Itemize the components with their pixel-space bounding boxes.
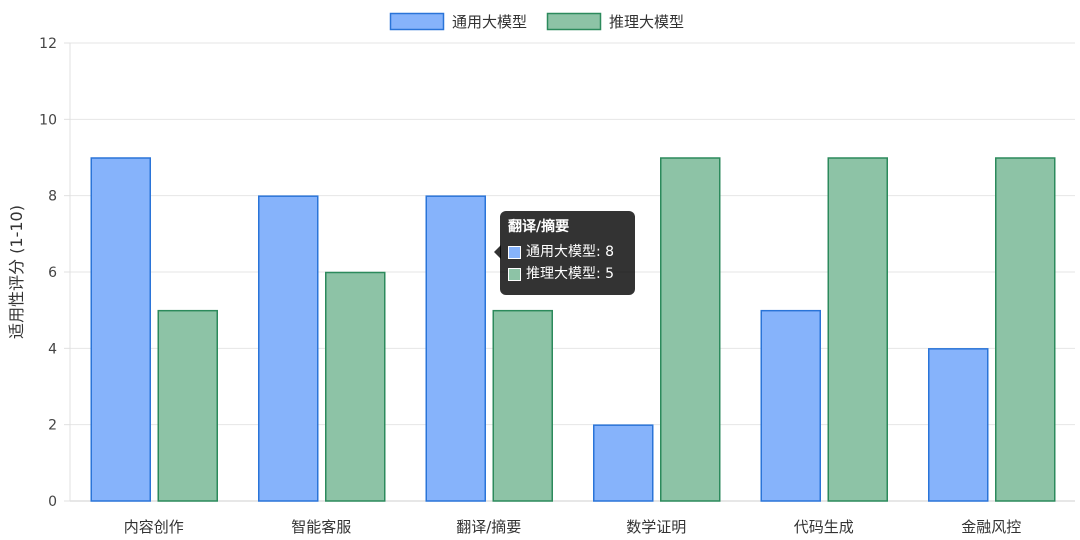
bar-reasoning-2[interactable] xyxy=(492,309,553,502)
x-tick-label: 内容创作 xyxy=(124,518,184,536)
y-tick-label: 8 xyxy=(48,189,57,205)
x-tick-label: 智能客服 xyxy=(291,518,351,536)
tooltip-title: 翻译/摘要 xyxy=(508,219,570,235)
bar-general-4[interactable] xyxy=(760,309,821,502)
x-tick-label: 代码生成 xyxy=(794,518,854,536)
tooltip-row-reasoning: 推理大模型: 5 xyxy=(508,263,627,285)
bar-reasoning-0[interactable] xyxy=(157,309,218,502)
tooltip-swatch-general xyxy=(508,245,521,259)
legend-swatch xyxy=(389,12,445,31)
tooltip-row-general: 通用大模型: 8 xyxy=(508,241,627,263)
x-tick-label: 数学证明 xyxy=(626,518,686,536)
y-tick-label: 10 xyxy=(39,112,57,128)
x-tick-label: 翻译/摘要 xyxy=(456,518,521,536)
y-tick-label: 2 xyxy=(48,418,57,434)
legend-label: 通用大模型 xyxy=(452,13,527,31)
x-axis: 内容创作 智能客服 翻译/摘要 数学证明 代码生成 金融风控 xyxy=(124,518,1022,536)
bar-general-5[interactable] xyxy=(928,348,989,502)
legend-label: 推理大模型 xyxy=(609,13,684,31)
x-tick-label: 金融风控 xyxy=(961,518,1021,536)
legend-swatch xyxy=(546,12,602,31)
bar-general-1[interactable] xyxy=(258,195,319,502)
tooltip-swatch-reasoning xyxy=(508,267,521,281)
bar-general-2[interactable] xyxy=(425,195,486,502)
tooltip-text-general: 通用大模型: 8 xyxy=(526,244,615,260)
bar-general-3[interactable] xyxy=(593,424,654,502)
legend-item-reasoning[interactable]: 推理大模型 xyxy=(546,12,685,31)
y-tick-label: 4 xyxy=(48,341,57,357)
y-tick-label: 0 xyxy=(48,494,57,510)
legend-item-general[interactable]: 通用大模型 xyxy=(389,12,528,31)
legend[interactable]: 通用大模型 推理大模型 xyxy=(389,12,685,31)
y-axis: 0 2 4 6 8 10 12 xyxy=(39,36,57,510)
bar-reasoning-3[interactable] xyxy=(660,157,721,502)
grid xyxy=(64,42,1075,502)
tooltip-caret xyxy=(494,245,501,259)
tooltip-text-reasoning: 推理大模型: 5 xyxy=(526,266,615,282)
tooltip: 翻译/摘要 通用大模型: 8 推理大模型: 5 xyxy=(500,211,635,295)
bar-reasoning-4[interactable] xyxy=(827,157,888,502)
bars[interactable] xyxy=(90,157,1056,502)
bar-reasoning-5[interactable] xyxy=(995,157,1056,502)
bar-reasoning-1[interactable] xyxy=(325,271,386,502)
y-tick-label: 6 xyxy=(48,265,57,281)
y-axis-label: 适用性评分 (1-10) xyxy=(7,205,26,339)
bar-general-0[interactable] xyxy=(90,157,151,502)
y-tick-label: 12 xyxy=(39,36,57,52)
